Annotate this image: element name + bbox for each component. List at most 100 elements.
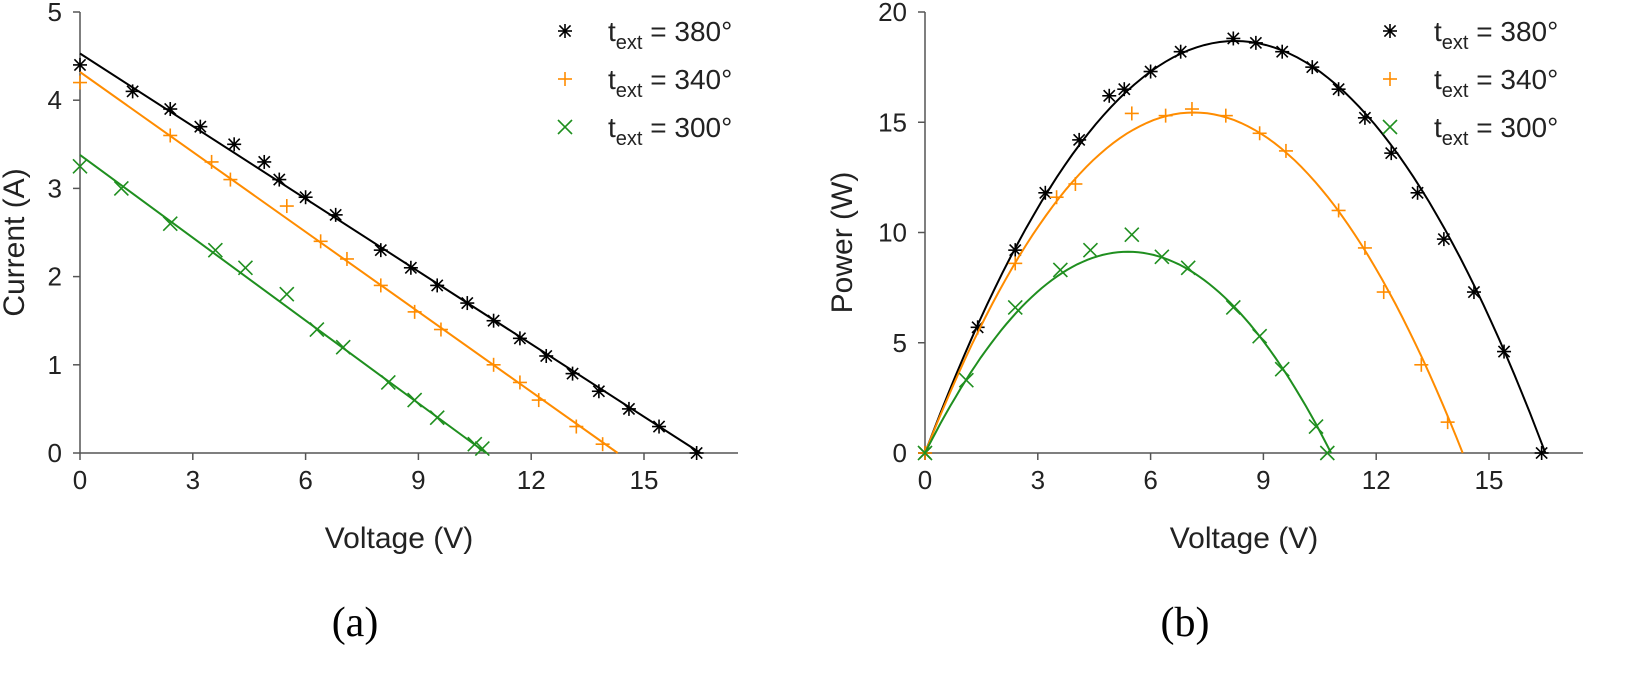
data-point-380 (1384, 146, 1399, 161)
data-point-340 (1252, 126, 1267, 141)
data-point-340 (204, 154, 219, 169)
data-point-380 (73, 57, 87, 72)
fit-line-380 (79, 52, 701, 454)
data-point-380 (1248, 35, 1263, 50)
data-point-300 (237, 260, 254, 276)
legend-label-sub: ext (616, 80, 643, 102)
legend-item-380: text = 380° (1383, 16, 1558, 54)
legend-label-sub: ext (1442, 32, 1469, 54)
data-point-340 (531, 393, 546, 408)
data-point-340 (223, 172, 238, 187)
data-point-380 (257, 154, 272, 169)
data-point-380 (373, 243, 388, 258)
data-point-380 (1305, 60, 1320, 75)
data-point-380 (1072, 132, 1087, 147)
legend-label-value: = 380° (642, 16, 732, 47)
x-tick-label: 9 (1256, 465, 1270, 495)
x-tick-label: 15 (1475, 465, 1504, 495)
x-tick-label: 15 (630, 465, 659, 495)
legend-label-value: = 380° (1468, 16, 1558, 47)
data-point-340 (313, 234, 328, 249)
legend-item-300: text = 300° (557, 112, 732, 150)
data-point-300 (917, 445, 933, 461)
data-point-380 (163, 102, 178, 117)
data-point-300 (279, 286, 295, 302)
data-point-340 (1068, 176, 1083, 191)
fit-line-340 (924, 111, 1464, 454)
fit-line-300 (79, 154, 487, 454)
legend-label-sub: ext (1442, 80, 1469, 102)
fit-line-300 (924, 250, 1332, 454)
data-point-380 (486, 313, 501, 328)
x-axis-title: Voltage (V) (325, 522, 473, 555)
data-point-380 (1497, 344, 1512, 359)
y-tick-label: 15 (878, 107, 907, 137)
data-point-380 (1436, 232, 1451, 247)
y-tick-label: 5 (893, 328, 907, 358)
data-point-340 (1414, 357, 1429, 372)
data-point-380 (328, 207, 343, 222)
legend-label-main: t (608, 112, 616, 143)
y-tick-label: 10 (878, 218, 907, 248)
y-axis-title: Power (W) (826, 172, 859, 314)
data-point-300 (1308, 418, 1324, 435)
legend-marker-340 (558, 72, 572, 86)
data-point-340 (1008, 256, 1023, 271)
data-point-380 (298, 190, 313, 205)
data-point-340 (373, 278, 388, 293)
data-point-340 (433, 322, 448, 337)
y-tick-label: 2 (48, 262, 62, 292)
data-point-380 (1173, 44, 1188, 59)
legend-marker-300 (1382, 119, 1398, 135)
x-tick-label: 0 (73, 465, 87, 495)
y-tick-label: 4 (48, 85, 62, 115)
data-point-340 (1124, 106, 1139, 121)
data-point-300 (1319, 445, 1335, 461)
data-point-300 (1180, 260, 1196, 276)
legend-label: text = 300° (608, 112, 732, 150)
data-point-300 (958, 372, 974, 388)
x-axis-title: Voltage (V) (1170, 522, 1318, 555)
x-tick-label: 3 (186, 465, 200, 495)
legend-label-sub: ext (1442, 128, 1469, 150)
data-point-300 (207, 242, 223, 258)
data-point-340 (163, 128, 178, 143)
data-point-340 (1049, 190, 1064, 205)
data-point-380 (1102, 88, 1117, 103)
data-point-340 (1158, 108, 1173, 123)
data-point-300 (1274, 361, 1290, 377)
data-point-380 (591, 384, 606, 399)
data-point-380 (1275, 44, 1290, 59)
data-point-380 (125, 84, 140, 99)
legend-marker-300 (557, 119, 573, 135)
panel-label: (b) (1161, 600, 1210, 646)
legend-label: text = 340° (608, 64, 732, 102)
data-point-340 (339, 251, 354, 266)
data-point-300 (1052, 262, 1068, 278)
x-tick-label: 6 (1143, 465, 1157, 495)
data-point-300 (1124, 227, 1140, 243)
x-tick-label: 9 (411, 465, 425, 495)
fit-line-340 (79, 71, 619, 454)
legend-item-340: text = 340° (558, 64, 732, 102)
data-point-380 (430, 278, 445, 293)
data-point-380 (272, 172, 287, 187)
y-tick-label: 20 (878, 0, 907, 27)
data-point-340 (1440, 415, 1455, 430)
data-point-300 (1007, 299, 1023, 316)
data-point-300 (1154, 249, 1170, 265)
legend-label-main: t (608, 64, 616, 95)
data-point-380 (403, 260, 418, 275)
data-point-300 (1082, 242, 1099, 258)
y-tick-label: 1 (48, 350, 62, 380)
legend-label-main: t (1434, 64, 1442, 95)
legend-label-sub: ext (616, 32, 643, 54)
data-point-380 (1331, 82, 1346, 97)
legend-label: text = 340° (1434, 64, 1558, 102)
legend-label-main: t (1434, 16, 1442, 47)
data-point-380 (460, 296, 475, 311)
y-axis-title: Current (A) (0, 168, 31, 316)
legend-label-value: = 300° (1468, 112, 1558, 143)
data-point-380 (1466, 285, 1481, 300)
legend-label-sub: ext (616, 128, 643, 150)
